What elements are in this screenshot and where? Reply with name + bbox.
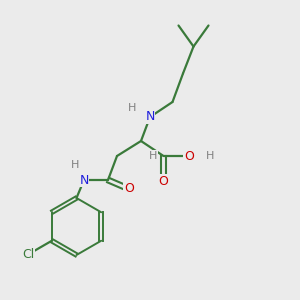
Text: O: O	[124, 182, 134, 196]
Text: H: H	[206, 151, 214, 161]
Text: H: H	[128, 103, 136, 113]
Text: O: O	[184, 149, 194, 163]
Text: N: N	[145, 110, 155, 124]
Text: O: O	[159, 175, 168, 188]
Text: H: H	[71, 160, 79, 170]
Text: N: N	[79, 173, 89, 187]
Text: Cl: Cl	[22, 248, 34, 261]
Text: H: H	[149, 151, 157, 161]
